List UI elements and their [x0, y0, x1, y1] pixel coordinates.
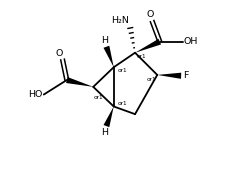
Text: F: F [183, 71, 188, 80]
Text: or1: or1 [137, 54, 146, 60]
Text: or1: or1 [118, 101, 128, 106]
Text: HO: HO [29, 90, 43, 99]
Text: or1: or1 [118, 68, 128, 73]
Text: or1: or1 [94, 95, 104, 100]
Text: H: H [101, 128, 108, 137]
Polygon shape [135, 39, 161, 53]
Text: H₂N: H₂N [112, 17, 129, 25]
Text: H: H [101, 36, 108, 45]
Polygon shape [104, 106, 114, 127]
Text: O: O [147, 10, 154, 19]
Polygon shape [104, 46, 114, 67]
Text: OH: OH [184, 37, 198, 46]
Text: O: O [55, 49, 63, 58]
Polygon shape [66, 77, 93, 87]
Polygon shape [157, 73, 181, 79]
Text: or1: or1 [147, 77, 156, 82]
